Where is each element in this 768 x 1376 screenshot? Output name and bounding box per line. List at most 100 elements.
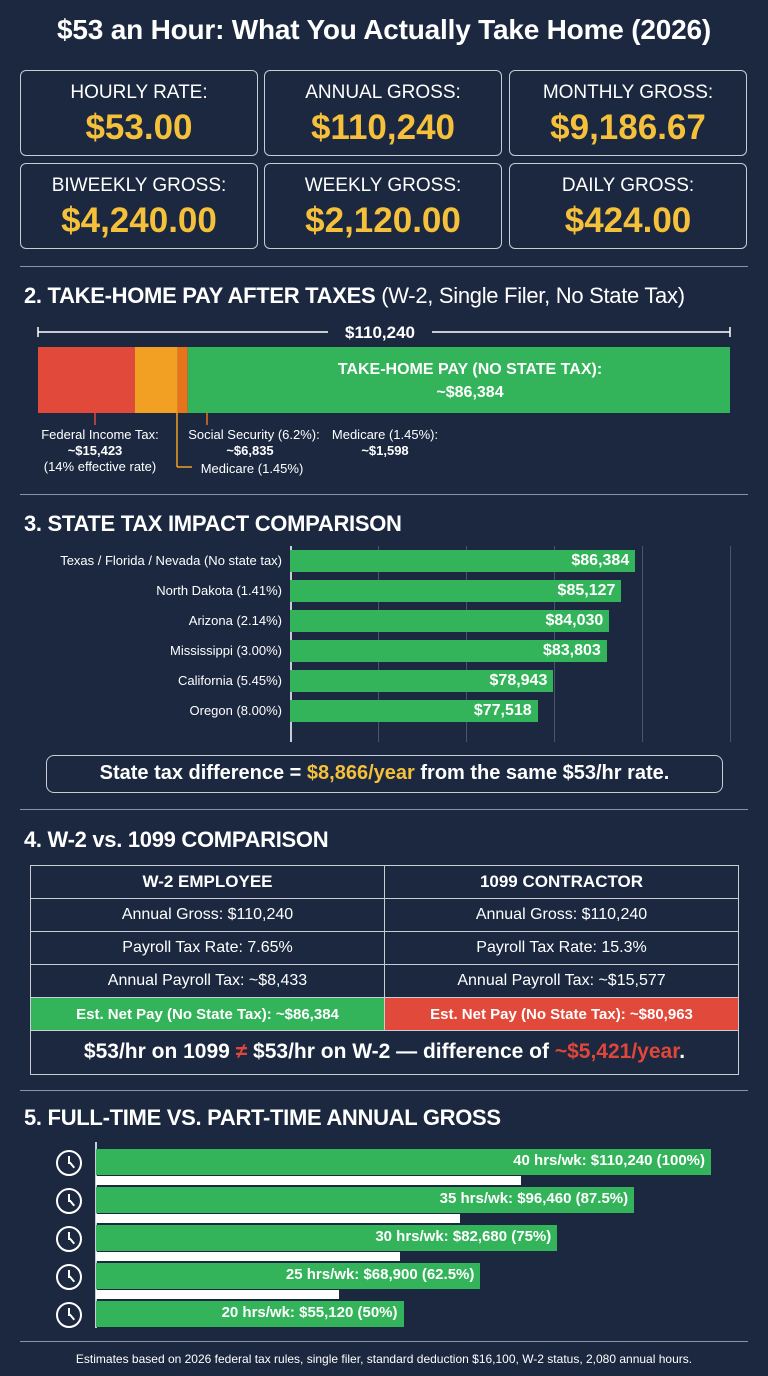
summary-card-value: $424.00: [564, 201, 692, 240]
summary-card: ANNUAL GROSS: $110,240: [264, 70, 502, 156]
take-home-segment: [187, 347, 730, 413]
section-5-title: 5. FULL-TIME VS. PART-TIME ANNUAL GROSS: [24, 1105, 501, 1130]
callout-highlight: ~$5,421/year: [554, 1040, 680, 1063]
summary-card-value: $53.00: [85, 108, 193, 147]
state-label: North Dakota (1.41%): [156, 583, 282, 598]
state-bar: $83,803: [290, 640, 607, 662]
footer-note: Estimates based on 2026 federal tax rule…: [75, 1352, 693, 1366]
clock-icon: [56, 1150, 82, 1176]
hours-bar-label: 25 hrs/wk: $68,900 (62.5%): [285, 1266, 475, 1283]
section-4-title: 4. W-2 vs. 1099 COMPARISON: [24, 827, 329, 852]
state-bar: $85,127: [290, 580, 622, 602]
section-2-subtitle: (W-2, Single Filer, No State Tax): [381, 283, 685, 308]
table-cell: Annual Gross: $110,240: [384, 898, 739, 932]
table-row: Payroll Tax Rate: 7.65% Payroll Tax Rate…: [30, 931, 739, 965]
summary-card-label: BIWEEKLY GROSS:: [51, 175, 227, 196]
hours-bar-label: 20 hrs/wk: $55,120 (50%): [221, 1304, 398, 1321]
total-label: $110,240: [345, 323, 415, 342]
hours-bar: 30 hrs/wk: $82,680 (75%): [96, 1225, 558, 1251]
summary-card-value: $2,120.00: [305, 201, 461, 240]
summary-card: WEEKLY GROSS: $2,120.00: [264, 163, 502, 249]
table-cell: Payroll Tax Rate: 7.65%: [30, 931, 385, 965]
w2-1099-callout: $53/hr on 1099 ≠ $53/hr on W-2 — differe…: [30, 1031, 739, 1075]
hours-bar: 20 hrs/wk: $55,120 (50%): [96, 1301, 404, 1327]
hours-bar-underlay: [96, 1252, 400, 1261]
divider: [20, 1090, 748, 1091]
state-bar: $78,943: [290, 670, 554, 692]
divider: [20, 1341, 748, 1342]
table-cell: Payroll Tax Rate: 15.3%: [384, 931, 739, 965]
not-equal-symbol: ≠: [235, 1040, 248, 1063]
w2-vs-1099-table: W-2 EMPLOYEE 1099 CONTRACTOR Annual Gros…: [30, 865, 739, 1075]
summary-card-label: MONTHLY GROSS:: [542, 82, 714, 103]
state-bar-value: $86,384: [571, 552, 630, 569]
clock-icon: [56, 1302, 82, 1328]
clock-icon: [56, 1264, 82, 1290]
medicare-label-2: Medicare (1.45%): [201, 461, 304, 476]
callout-suffix: .: [679, 1040, 686, 1063]
section-2-title: 2. TAKE-HOME PAY AFTER TAXES (W-2, Singl…: [24, 283, 685, 309]
state-bar-value: $84,030: [545, 612, 604, 629]
state-label: Mississippi (3.00%): [170, 643, 282, 658]
divider: [20, 266, 748, 267]
summary-card-label: ANNUAL GROSS:: [305, 82, 461, 103]
summary-card: DAILY GROSS: $424.00: [509, 163, 747, 249]
medicare-value: ~$1,598: [361, 443, 408, 458]
state-label: Oregon (8.00%): [189, 703, 283, 718]
state-bar: $84,030: [290, 610, 610, 632]
table-header-row: W-2 EMPLOYEE 1099 CONTRACTOR: [30, 865, 739, 899]
table-cell: Annual Gross: $110,240: [30, 898, 385, 932]
callout-prefix: State tax difference =: [99, 762, 307, 784]
net-pay-w2: Est. Net Pay (No State Tax): ~$86,384: [30, 997, 385, 1031]
state-bar-value: $83,803: [542, 642, 601, 659]
ss-label: Social Security (6.2%):: [188, 427, 320, 442]
take-home-label: TAKE-HOME PAY (NO STATE TAX):: [338, 361, 602, 378]
medicare-label: Medicare (1.45%):: [332, 427, 438, 442]
medicare-segment: [177, 347, 188, 413]
ss-value: ~$6,835: [226, 443, 273, 458]
state-bar-value: $85,127: [557, 582, 616, 599]
hours-bar: 40 hrs/wk: $110,240 (100%): [96, 1149, 711, 1175]
federal-label: Federal Income Tax:: [41, 427, 159, 442]
federal-note: (14% effective rate): [44, 459, 156, 474]
section-2-heading: 2. TAKE-HOME PAY AFTER TAXES: [24, 283, 376, 308]
callout-suffix: from the same $53/hr rate.: [414, 762, 670, 784]
net-pay-1099: Est. Net Pay (No State Tax): ~$80,963: [384, 997, 739, 1031]
summary-card-label: WEEKLY GROSS:: [304, 175, 462, 196]
net-pay-row: Est. Net Pay (No State Tax): ~$86,384 Es…: [30, 997, 739, 1031]
hours-bar-underlay: [96, 1214, 461, 1223]
summary-card-label: DAILY GROSS:: [561, 175, 695, 196]
state-tax-callout: State tax difference = $8,866/year from …: [46, 755, 723, 793]
state-bar: $77,518: [290, 700, 538, 722]
hours-bar: 25 hrs/wk: $68,900 (62.5%): [96, 1263, 481, 1289]
column-header-w2: W-2 EMPLOYEE: [30, 865, 385, 899]
hours-bar: 35 hrs/wk: $96,460 (87.5%): [96, 1187, 635, 1213]
section-3-title: 3. STATE TAX IMPACT COMPARISON: [24, 511, 402, 536]
summary-card: HOURLY RATE: $53.00: [20, 70, 258, 156]
column-header-1099: 1099 CONTRACTOR: [384, 865, 739, 899]
summary-card-value: $110,240: [310, 108, 456, 147]
page-title: $53 an Hour: What You Actually Take Home…: [57, 14, 711, 45]
hours-bar-label: 30 hrs/wk: $82,680 (75%): [375, 1228, 552, 1245]
divider: [20, 494, 748, 495]
hours-bar-label: 40 hrs/wk: $110,240 (100%): [513, 1152, 705, 1169]
ft-axis: [95, 1142, 97, 1328]
summary-card-value: $4,240.00: [61, 201, 217, 240]
take-home-value: ~$86,384: [436, 384, 503, 401]
social-security-segment: [134, 347, 178, 413]
hours-bar-label: 35 hrs/wk: $96,460 (87.5%): [439, 1190, 629, 1207]
hours-bar-underlay: [96, 1176, 522, 1185]
callout-highlight: $8,866/year: [306, 762, 415, 784]
summary-card-value: $9,186.67: [550, 108, 706, 147]
state-bar: $86,384: [290, 550, 636, 572]
state-label: Texas / Florida / Nevada (No state tax): [60, 553, 282, 568]
state-label: Arizona (2.14%): [188, 613, 282, 628]
state-bar-value: $77,518: [473, 702, 532, 719]
take-home-chart: $110,240 TAKE-HOME PAY (NO STATE TAX): ~…: [37, 323, 731, 476]
summary-card: MONTHLY GROSS: $9,186.67: [509, 70, 747, 156]
federal-tax-segment: [38, 347, 135, 413]
summary-card-label: HOURLY RATE:: [70, 82, 208, 103]
clock-icon: [56, 1226, 82, 1252]
callout-mid: $53/hr on W-2 — difference of: [247, 1040, 555, 1063]
table-cell: Annual Payroll Tax: ~$8,433: [30, 964, 385, 998]
